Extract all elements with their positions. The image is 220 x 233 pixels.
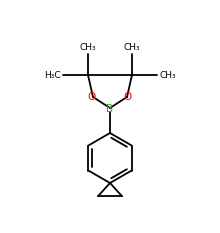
Text: CH₃: CH₃ [159,71,176,79]
Text: H₃C: H₃C [44,71,61,79]
Text: O: O [124,92,132,102]
Text: B: B [106,104,114,114]
Text: CH₃: CH₃ [124,43,140,52]
Text: CH₃: CH₃ [80,43,96,52]
Text: O: O [88,92,96,102]
